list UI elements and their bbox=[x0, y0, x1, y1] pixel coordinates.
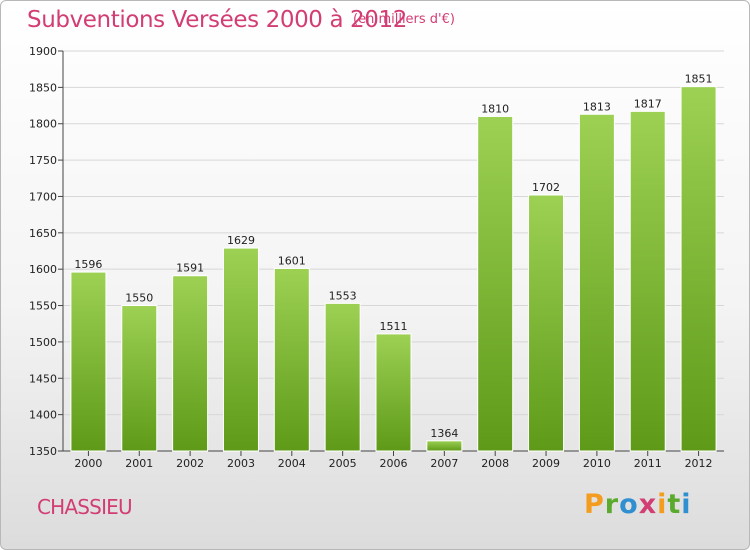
bar bbox=[528, 194, 565, 452]
bar bbox=[375, 333, 412, 452]
data-label: 1550 bbox=[125, 292, 153, 305]
y-tick-label: 1350 bbox=[29, 445, 57, 458]
x-tick-label: 2005 bbox=[329, 457, 357, 470]
data-label: 1813 bbox=[583, 100, 611, 113]
data-label: 1702 bbox=[532, 181, 560, 194]
x-tick-label: 2003 bbox=[227, 457, 255, 470]
data-label: 1553 bbox=[329, 289, 357, 302]
bar bbox=[273, 267, 310, 452]
logo-letter: i bbox=[681, 489, 692, 520]
bar bbox=[477, 115, 514, 452]
data-label: 1851 bbox=[685, 73, 713, 86]
commune-name: CHASSIEU bbox=[37, 495, 133, 519]
y-tick-label: 1500 bbox=[29, 336, 57, 349]
y-tick-label: 1400 bbox=[29, 409, 57, 422]
chart-subtitle: (en milliers d'€) bbox=[353, 12, 455, 27]
x-tick-label: 2007 bbox=[430, 457, 458, 470]
bar bbox=[222, 247, 259, 452]
data-label: 1810 bbox=[481, 102, 509, 115]
bar bbox=[578, 113, 615, 452]
x-tick-label: 2000 bbox=[74, 457, 102, 470]
x-tick-label: 2011 bbox=[634, 457, 662, 470]
y-tick-label: 1850 bbox=[29, 81, 57, 94]
x-tick-label: 2001 bbox=[125, 457, 153, 470]
logo-letter: o bbox=[619, 489, 639, 520]
bar bbox=[680, 86, 717, 452]
y-tick-label: 1450 bbox=[29, 372, 57, 385]
data-label: 1596 bbox=[74, 258, 102, 271]
data-label: 1364 bbox=[430, 427, 458, 440]
data-label: 1591 bbox=[176, 262, 204, 275]
x-tick-label: 2004 bbox=[278, 457, 306, 470]
bar bbox=[426, 440, 463, 452]
proxiti-logo: Proxiti bbox=[584, 489, 692, 520]
logo-letter: t bbox=[667, 489, 682, 520]
data-label: 1817 bbox=[634, 97, 662, 110]
y-tick-label: 1700 bbox=[29, 190, 57, 203]
y-tick-label: 1800 bbox=[29, 118, 57, 131]
x-tick-label: 2010 bbox=[583, 457, 611, 470]
x-tick-label: 2008 bbox=[481, 457, 509, 470]
data-label: 1629 bbox=[227, 234, 255, 247]
logo-letter: i bbox=[657, 489, 668, 520]
data-label: 1601 bbox=[278, 254, 306, 267]
y-tick-label: 1550 bbox=[29, 300, 57, 313]
data-label: 1511 bbox=[380, 320, 408, 333]
bar bbox=[172, 275, 209, 452]
x-tick-label: 2009 bbox=[532, 457, 560, 470]
logo-letter: r bbox=[604, 489, 620, 520]
y-tick-label: 1900 bbox=[29, 45, 57, 58]
x-tick-label: 2006 bbox=[380, 457, 408, 470]
x-tick-label: 2002 bbox=[176, 457, 204, 470]
chart-title: Subventions Versées 2000 à 2012 bbox=[27, 7, 407, 33]
y-tick-label: 1650 bbox=[29, 227, 57, 240]
y-tick-label: 1600 bbox=[29, 263, 57, 276]
bar bbox=[324, 302, 361, 452]
bar bbox=[629, 110, 666, 452]
y-tick-label: 1750 bbox=[29, 154, 57, 167]
logo-letter: P bbox=[584, 489, 605, 520]
bar bbox=[121, 305, 158, 452]
bar bbox=[70, 271, 107, 452]
x-tick-label: 2012 bbox=[685, 457, 713, 470]
logo-letter: x bbox=[638, 489, 658, 520]
